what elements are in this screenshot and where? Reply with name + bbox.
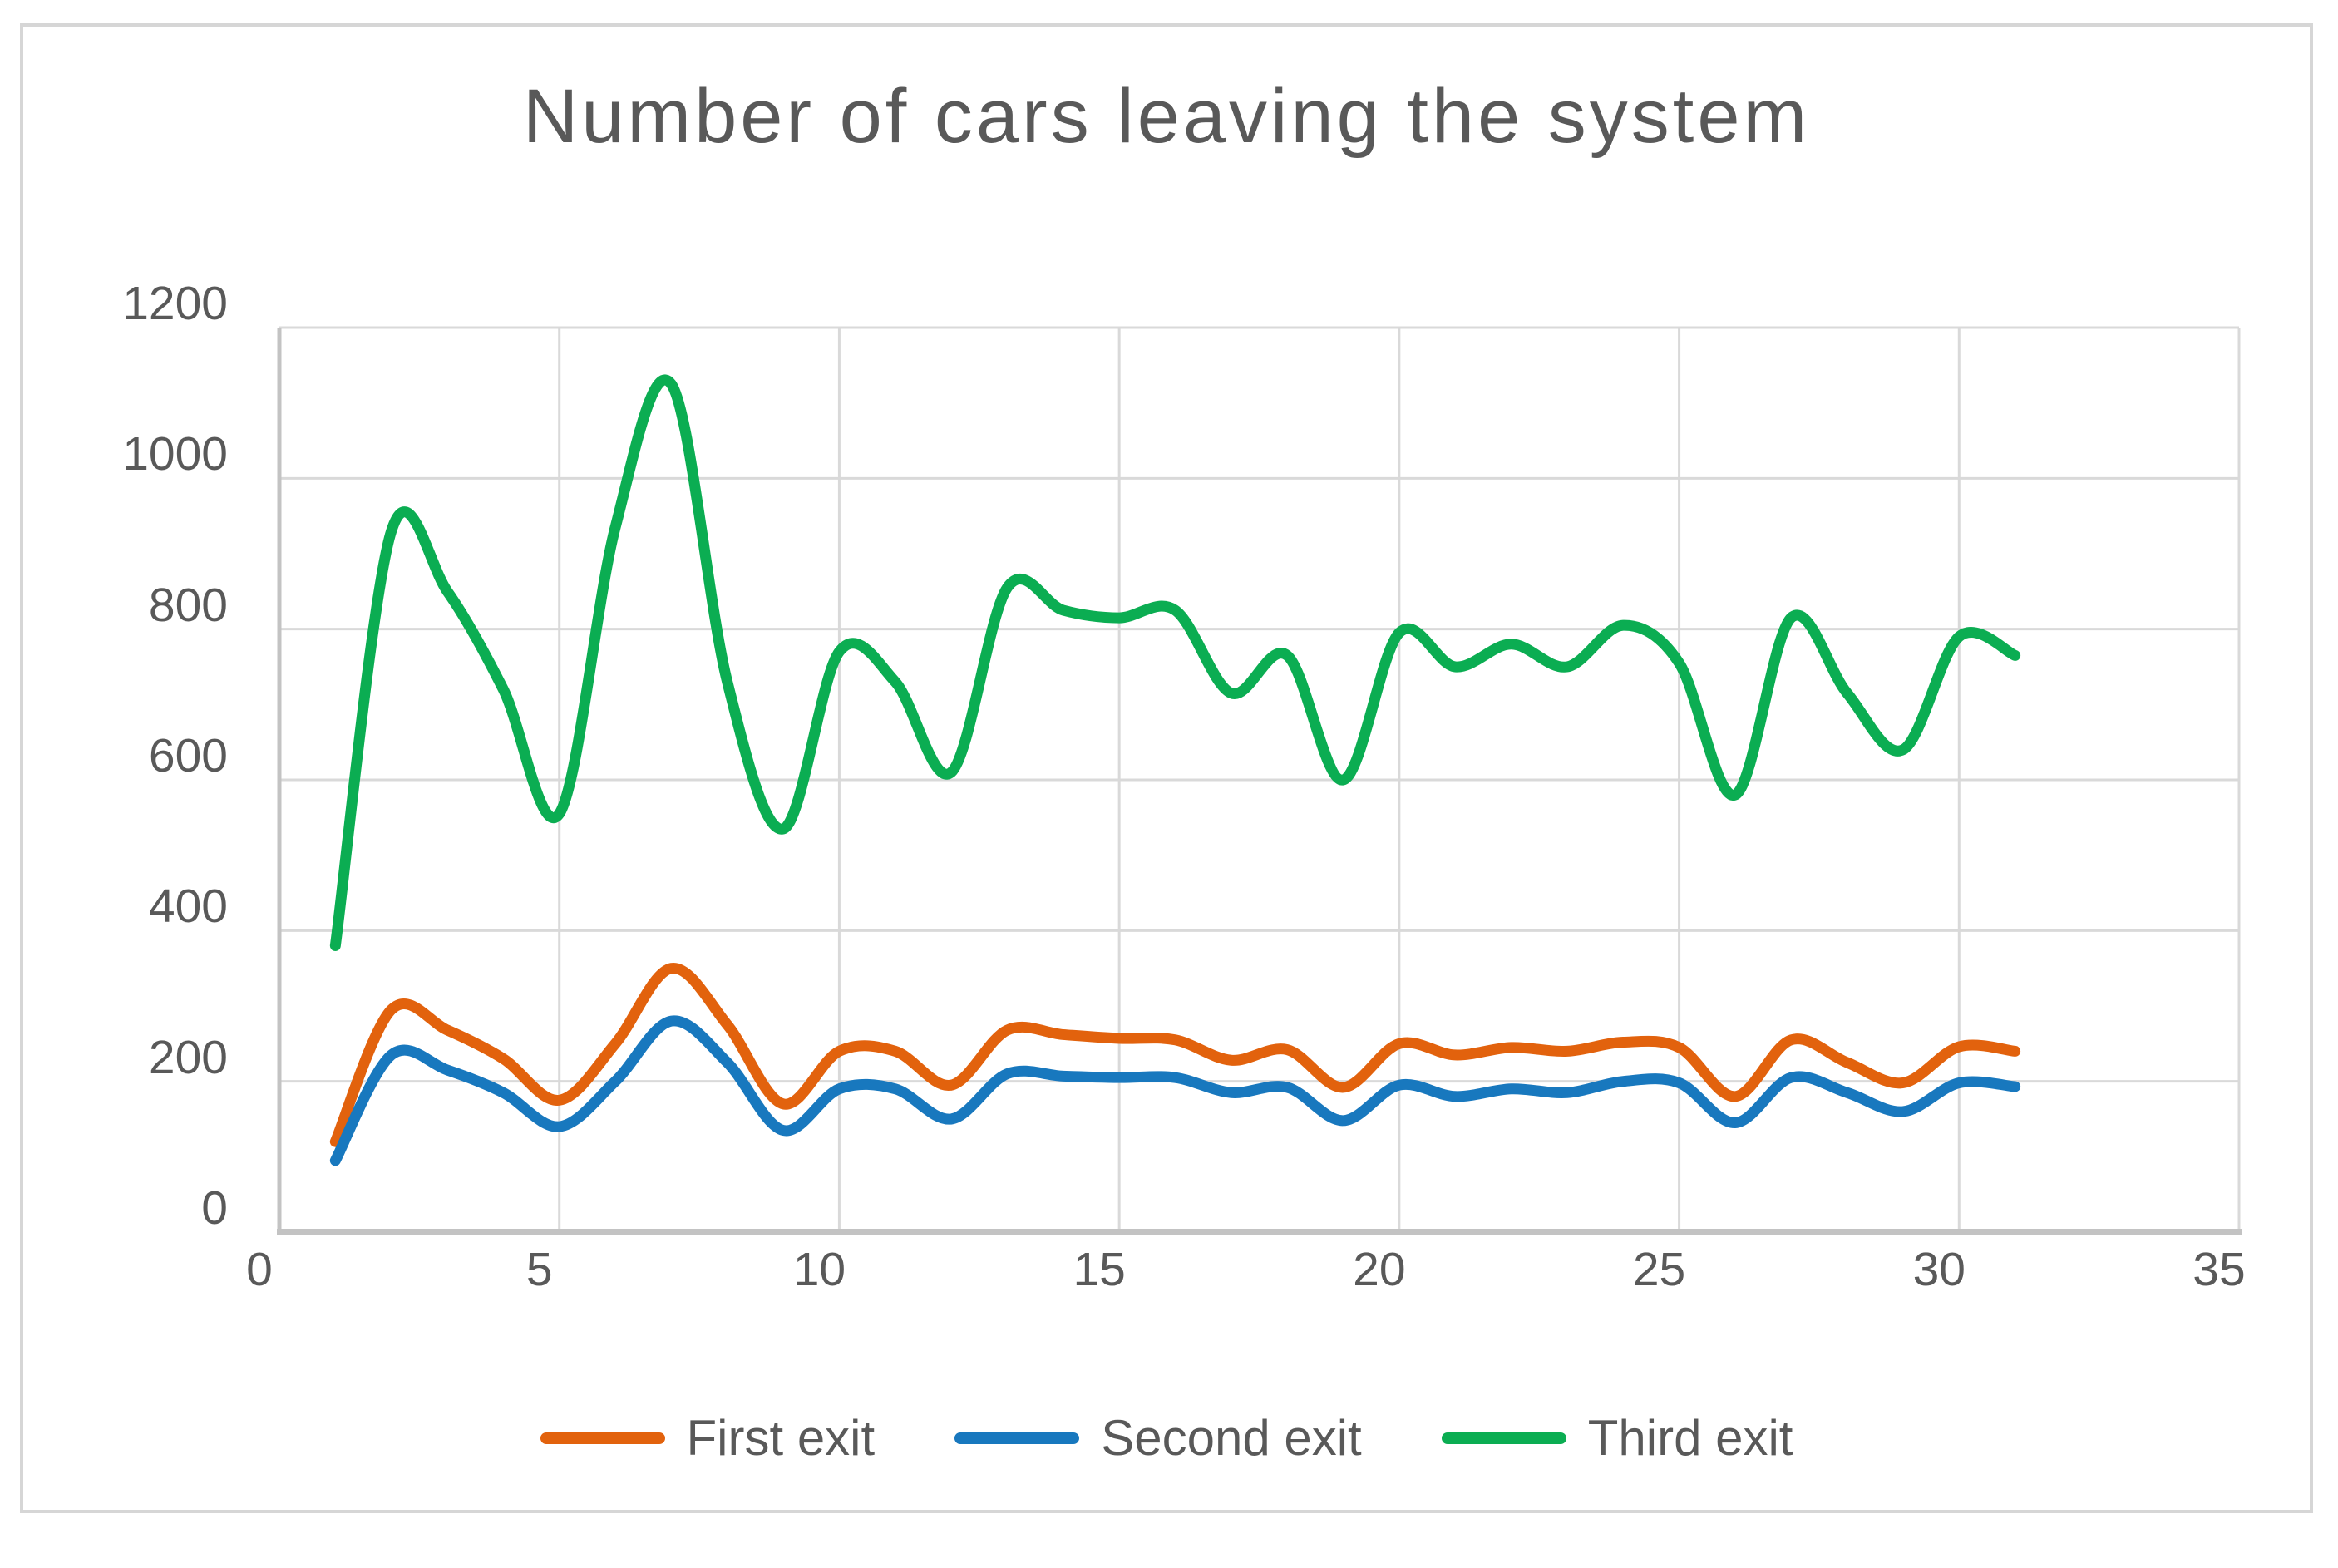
third-exit-line-swatch xyxy=(1441,1432,1566,1444)
legend-item-first-exit: First exit xyxy=(540,1410,876,1466)
legend-item-second-exit: Second exit xyxy=(954,1413,1362,1463)
second-exit-line-swatch xyxy=(954,1432,1080,1444)
y-tick-label: 0 xyxy=(201,1181,228,1235)
x-tick-label: 0 xyxy=(246,1243,273,1296)
x-tick-label: 30 xyxy=(1912,1243,1966,1296)
y-tick-label: 400 xyxy=(148,880,228,934)
legend-label: First exit xyxy=(686,1410,876,1466)
chart-title: Number of cars leaving the system xyxy=(522,74,1811,159)
legend-item-third-exit: Third exit xyxy=(1441,1410,1793,1466)
axis-lines xyxy=(277,328,2242,1235)
chart-frame: Number of cars leaving the system 0 200 40… xyxy=(20,23,2313,1513)
series-line-second-exit xyxy=(329,1015,2021,1166)
y-tick-label: 800 xyxy=(148,578,228,632)
y-tick-label: 600 xyxy=(148,729,228,782)
y-tick-label: 200 xyxy=(148,1030,228,1084)
series-line-third-exit xyxy=(329,374,2021,951)
plot-area xyxy=(277,326,2242,1235)
x-tick-label: 20 xyxy=(1353,1243,1406,1296)
chart-legend: First exit Second exit Third exit xyxy=(23,1413,2310,1463)
x-tick-label: 15 xyxy=(1073,1243,1126,1296)
x-tick-label: 5 xyxy=(525,1243,553,1296)
x-tick-label: 35 xyxy=(2192,1243,2246,1296)
y-tick-label: 1000 xyxy=(122,427,228,481)
data-series xyxy=(329,374,2021,1166)
legend-label: Second exit xyxy=(1101,1410,1362,1466)
series-line-first-exit xyxy=(329,963,2021,1147)
x-tick-label: 10 xyxy=(792,1243,846,1296)
x-tick-label: 25 xyxy=(1632,1243,1686,1296)
y-tick-label: 1200 xyxy=(122,277,228,330)
first-exit-line-swatch xyxy=(540,1432,665,1444)
legend-label: Third exit xyxy=(1587,1410,1793,1466)
